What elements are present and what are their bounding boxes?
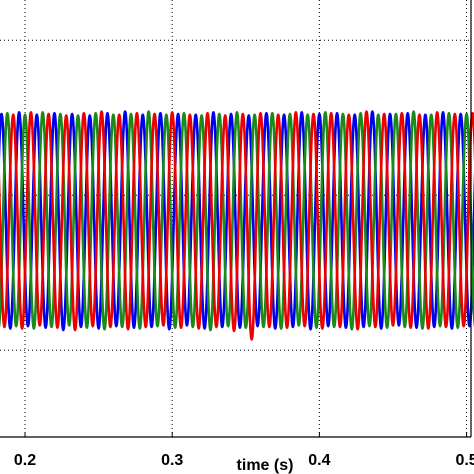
series-line (0, 110, 474, 332)
x-tick-label: 0.3 (161, 452, 183, 469)
x-tick-label: 0.4 (308, 452, 330, 469)
x-tick-label: 0.5 (455, 452, 474, 469)
series-line (0, 110, 474, 332)
series-line (0, 110, 474, 341)
x-tick-label: 0.2 (14, 452, 36, 469)
x-axis-label: time (s) (237, 457, 294, 474)
